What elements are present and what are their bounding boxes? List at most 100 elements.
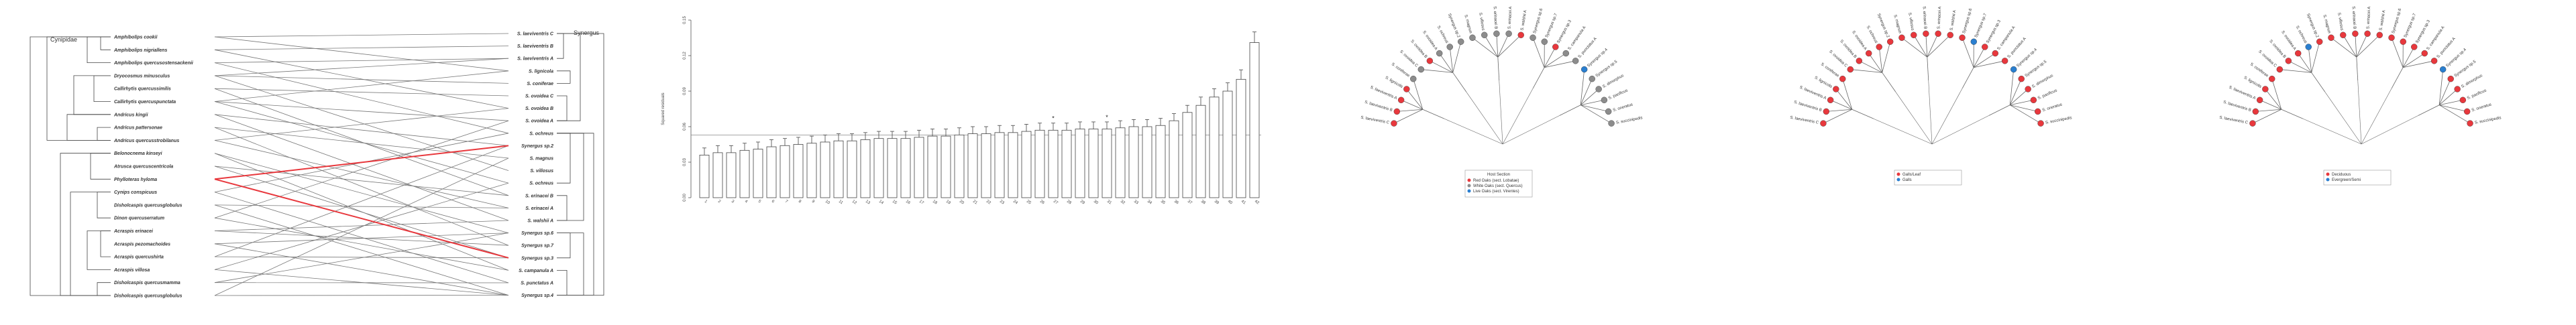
- tip-label: S. oneratus: [2471, 103, 2492, 113]
- tip-label: Synergus sp.6: [1533, 7, 1544, 34]
- tip-state-marker: [1506, 31, 1512, 37]
- tip-state-marker: [1887, 39, 1893, 45]
- tree-branch: [2357, 34, 2367, 57]
- tip-state-marker: [1876, 44, 1882, 50]
- left-taxon-label: Amphibolips quercusostensackenii: [113, 61, 194, 66]
- left-taxon-label: Cynips conspicuus: [114, 190, 157, 195]
- tip-state-marker: [2035, 109, 2041, 115]
- association-link: [215, 115, 508, 220]
- right-taxon-label: Synergus sp.4: [521, 294, 553, 298]
- bar: [1169, 121, 1179, 198]
- x-tick-label: 13: [865, 200, 871, 206]
- legend-entry: Galls: [1902, 178, 1912, 182]
- tree-branch: [1407, 89, 1423, 109]
- tip-label: S. lignicola: [1385, 76, 1404, 89]
- tip-state-marker: [1418, 66, 1424, 72]
- tip-label: S. campanula A: [1568, 25, 1587, 51]
- right-taxon-label: S. villosus: [530, 169, 553, 174]
- tip-state-marker: [1923, 31, 1929, 37]
- legend-entry: Galls/Leaf: [1902, 173, 1921, 177]
- tree-branch: [1836, 89, 1852, 109]
- tip-label: S. ovoidea C: [1828, 50, 1848, 68]
- tip-state-marker: [1458, 39, 1464, 45]
- tip-state-marker: [1823, 109, 1829, 115]
- right-taxon-label: S. erinacei A: [525, 206, 553, 211]
- bar: [888, 139, 897, 198]
- tip-state-marker: [1856, 58, 1862, 64]
- tip-label: S. coniferae: [1391, 62, 1411, 78]
- x-tick-label: 21: [972, 200, 978, 206]
- association-link: [215, 115, 508, 146]
- bar: [981, 134, 991, 198]
- tip-state-marker: [1493, 31, 1499, 37]
- right-tree-branch: [557, 133, 594, 296]
- x-tick-label: 4: [744, 200, 749, 204]
- tree-branch: [2272, 79, 2282, 110]
- legend-swatch: [2326, 173, 2330, 176]
- tip-label: Synergus sp.2: [2306, 13, 2319, 38]
- tree-branch: [2403, 47, 2414, 68]
- tree-branch: [1503, 115, 1560, 144]
- left-tree-branch: [87, 231, 111, 270]
- tree-branch: [1413, 79, 1423, 110]
- bar: [861, 139, 870, 198]
- tip-state-marker: [1596, 86, 1602, 92]
- x-tick-label: 20: [959, 200, 965, 206]
- tip-label: S. succinipedis: [1616, 116, 1643, 125]
- tip-label: S. ovoidea B: [1839, 40, 1857, 60]
- right-tree-branch: [557, 196, 567, 220]
- x-tick-label: 26: [1039, 200, 1045, 206]
- bar: [1049, 130, 1058, 198]
- tip-state-marker: [2328, 35, 2334, 41]
- tip-label: Synergus sp.5: [1595, 60, 1619, 78]
- tree-branch: [1962, 68, 1974, 88]
- tip-state-marker: [2422, 50, 2428, 56]
- left-taxon-label: Acraspis erinacei: [113, 229, 154, 234]
- left-taxon-label: Belonocnema kinseyi: [114, 151, 163, 156]
- left-tree-branch: [70, 192, 111, 296]
- bar: [700, 155, 709, 198]
- tree-branch: [1932, 88, 1962, 144]
- tree-branch: [2361, 88, 2392, 144]
- tree-branch: [1498, 35, 1521, 57]
- association-link: [215, 233, 508, 244]
- right-tree-title: Synergus: [574, 29, 600, 36]
- tip-label: S. laeviventris A: [1799, 86, 1827, 101]
- bar: [753, 149, 763, 198]
- tree-branch: [1926, 34, 1927, 57]
- bar: [1129, 127, 1138, 198]
- tip-label: S. lignicola: [1814, 76, 1833, 89]
- association-link: [215, 37, 508, 71]
- right-taxon-label: S. ovoidea C: [525, 94, 554, 99]
- x-tick-label: 34: [1146, 200, 1152, 206]
- right-tree-branch: [557, 34, 564, 58]
- tip-label: Synergus sp.4: [1587, 48, 1609, 68]
- legend-entry: Live Oaks (sect. Virentes): [1473, 190, 1519, 194]
- right-taxon-label: S. campanula A: [519, 269, 553, 273]
- left-tree-branch: [74, 76, 111, 115]
- tip-label: Synergus sp.5: [2454, 60, 2477, 78]
- tip-state-marker: [1398, 97, 1404, 103]
- tree-branch: [2392, 68, 2403, 88]
- left-tree-branch: [97, 283, 111, 296]
- tip-state-marker: [2340, 32, 2346, 38]
- tip-label: S. laeviventris B: [2222, 101, 2251, 113]
- legend-entry: Deciduous: [2332, 173, 2351, 177]
- left-taxon-label: Dinon quercuserratum: [114, 216, 164, 221]
- tip-label: S. punctatus A: [2436, 37, 2457, 59]
- tip-state-marker: [2010, 66, 2017, 72]
- right-taxon-label: S. erinacei B: [525, 194, 553, 198]
- left-taxon-label: Disholcaspis quercusglobulus: [114, 203, 182, 208]
- tip-label: Synergus sp.2: [1876, 13, 1890, 38]
- bar: [928, 136, 937, 198]
- left-taxon-label: Amphibolips nigriallens: [113, 48, 167, 53]
- x-tick-label: 29: [1079, 200, 1085, 206]
- left-tree-branch: [47, 37, 111, 140]
- tip-state-marker: [1898, 35, 1904, 41]
- tip-label: S. laeviventris A: [1369, 86, 1397, 101]
- bar: [995, 133, 1004, 198]
- tree-branch: [1533, 68, 1544, 88]
- tip-label: S. punctatus A: [2007, 37, 2027, 59]
